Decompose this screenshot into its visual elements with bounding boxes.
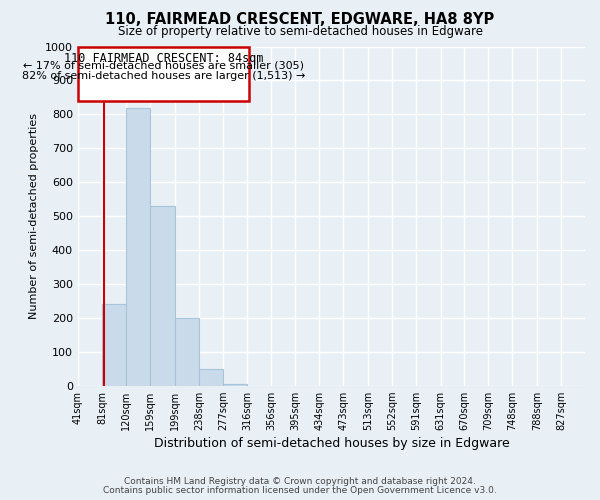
Y-axis label: Number of semi-detached properties: Number of semi-detached properties [29, 113, 40, 319]
Text: Contains public sector information licensed under the Open Government Licence v3: Contains public sector information licen… [103, 486, 497, 495]
FancyBboxPatch shape [79, 46, 250, 101]
Text: ← 17% of semi-detached houses are smaller (305): ← 17% of semi-detached houses are smalle… [23, 60, 304, 70]
Text: Size of property relative to semi-detached houses in Edgware: Size of property relative to semi-detach… [118, 25, 482, 38]
Text: 82% of semi-detached houses are larger (1,513) →: 82% of semi-detached houses are larger (… [22, 71, 305, 81]
Bar [151, 206, 175, 386]
Bar [127, 108, 151, 386]
Text: 110, FAIRMEAD CRESCENT, EDGWARE, HA8 8YP: 110, FAIRMEAD CRESCENT, EDGWARE, HA8 8YP [106, 12, 494, 28]
Text: Contains HM Land Registry data © Crown copyright and database right 2024.: Contains HM Land Registry data © Crown c… [124, 477, 476, 486]
Bar [175, 318, 199, 386]
X-axis label: Distribution of semi-detached houses by size in Edgware: Distribution of semi-detached houses by … [154, 437, 509, 450]
Bar [223, 384, 247, 386]
Bar [199, 368, 223, 386]
Bar [103, 304, 127, 386]
Text: 110 FAIRMEAD CRESCENT: 84sqm: 110 FAIRMEAD CRESCENT: 84sqm [64, 52, 263, 64]
